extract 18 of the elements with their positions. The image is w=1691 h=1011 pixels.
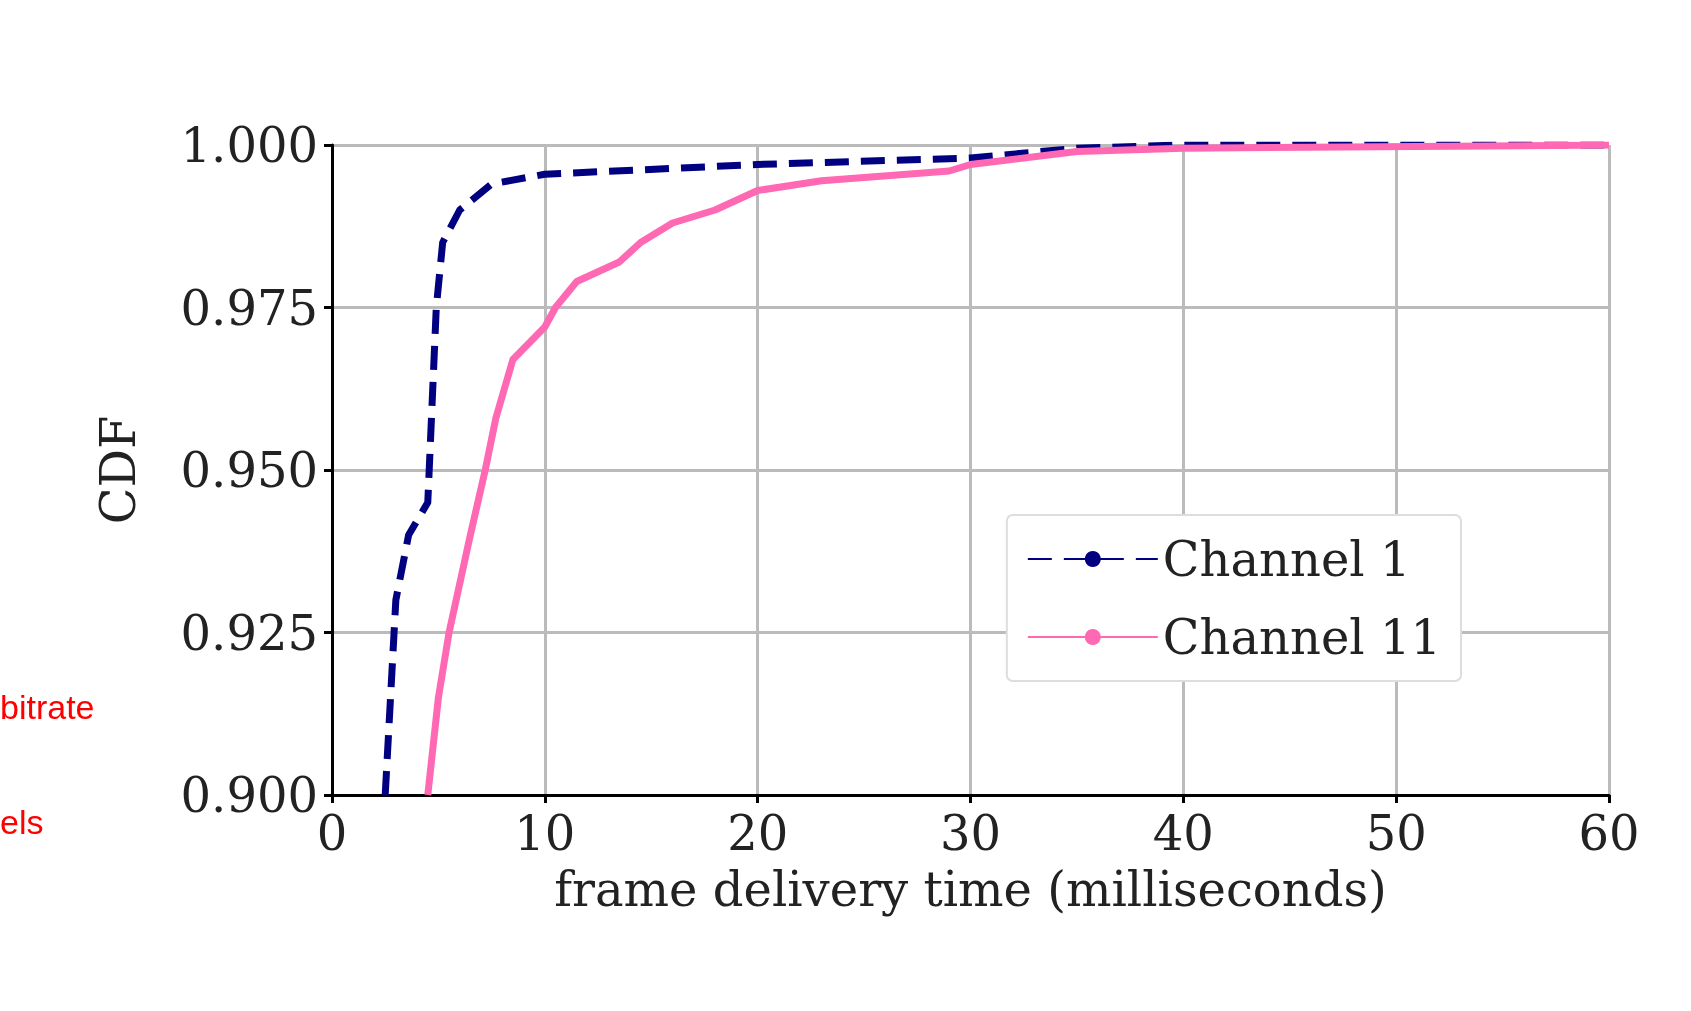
x-tick-label: 50 — [1365, 805, 1427, 861]
text: bitrate — [0, 688, 95, 726]
y-tick-label: 0.950 — [180, 442, 318, 498]
x-tick-label: 60 — [1578, 805, 1640, 861]
y-tick-label: 1.000 — [180, 117, 318, 173]
x-tick-label: 40 — [1152, 805, 1214, 861]
y-tick-label: 0.925 — [180, 604, 318, 661]
text: els — [0, 803, 44, 841]
y-axis-title: CDF — [90, 415, 146, 525]
x-tick-label: 20 — [727, 805, 789, 861]
y-tick-label: 0.900 — [180, 767, 318, 823]
x-axis-title: frame delivery time (milliseconds) — [554, 861, 1387, 917]
x-tick-label: 10 — [514, 805, 576, 861]
x-tick-label: 0 — [316, 805, 348, 861]
legend-label: Channel 1 — [1162, 531, 1411, 587]
x-tick-label: 30 — [939, 805, 1002, 861]
legend-label: Channel 11 — [1162, 609, 1442, 665]
y-tick-label: 0.975 — [180, 279, 318, 336]
